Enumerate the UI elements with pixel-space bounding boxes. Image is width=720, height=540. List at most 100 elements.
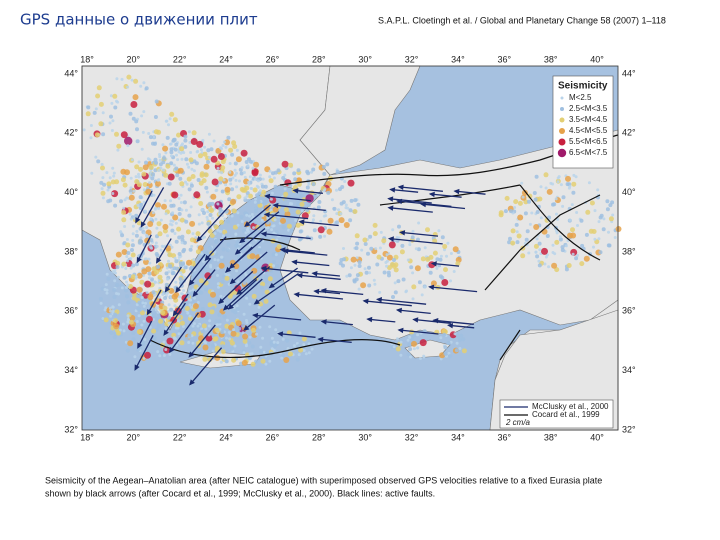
- seismic-event: [263, 184, 268, 189]
- lat-label: 36°: [64, 306, 78, 316]
- lon-label: 22°: [173, 54, 187, 64]
- seismic-event: [116, 275, 120, 279]
- lon-label: 32°: [405, 54, 419, 64]
- seismic-event: [296, 168, 301, 173]
- seismic-event: [558, 235, 562, 239]
- seismic-event: [101, 317, 105, 320]
- seismic-event: [322, 171, 327, 176]
- legend-item: 3.5<M<4.5: [569, 115, 608, 124]
- seismic-event: [154, 217, 158, 221]
- lat-label: 40°: [64, 187, 78, 197]
- seismic-event: [307, 342, 311, 346]
- seismic-event: [134, 262, 139, 267]
- arrow-head: [204, 254, 211, 262]
- seismic-event: [259, 349, 263, 354]
- seismic-event: [182, 151, 186, 155]
- seismic-event: [121, 261, 127, 267]
- seismic-event: [207, 245, 212, 250]
- arrow-head: [366, 316, 373, 323]
- seismic-event: [230, 187, 235, 192]
- seismic-event: [148, 313, 152, 317]
- seismic-event: [391, 263, 397, 269]
- seismic-event: [214, 345, 220, 351]
- seismic-event: [246, 164, 250, 168]
- legend-symbol: [560, 96, 564, 100]
- seismic-event: [364, 270, 369, 275]
- seismic-event: [311, 218, 315, 222]
- seismic-event: [250, 213, 254, 216]
- arrow-head: [453, 188, 460, 195]
- seismic-event: [395, 235, 399, 239]
- seismic-event: [224, 359, 229, 364]
- seismic-event: [196, 140, 204, 148]
- seismic-event: [199, 290, 204, 295]
- arrow-head: [189, 379, 195, 386]
- seismic-event: [169, 307, 174, 312]
- seismic-event: [375, 262, 380, 267]
- gps-arrow: [265, 195, 311, 202]
- seismic-event: [105, 291, 109, 295]
- seismic-event: [498, 212, 504, 218]
- seismic-event: [171, 271, 176, 275]
- seismic-event: [560, 245, 565, 250]
- seismic-event: [207, 302, 213, 308]
- seismic-event: [205, 334, 213, 342]
- seismic-event: [302, 343, 306, 347]
- seismic-event: [392, 345, 396, 349]
- seismic-event: [343, 180, 347, 183]
- seismic-event: [262, 199, 267, 204]
- seismic-event: [124, 288, 128, 293]
- seismic-event: [174, 326, 178, 330]
- seismic-event: [241, 323, 246, 328]
- seismic-event: [144, 160, 148, 165]
- seismic-event: [169, 154, 173, 158]
- seismic-event: [111, 192, 115, 195]
- seismic-event: [198, 278, 204, 284]
- seismic-event: [615, 226, 622, 232]
- seismic-event: [112, 93, 118, 99]
- seismic-event: [125, 238, 129, 241]
- seismic-event: [226, 219, 231, 224]
- seismic-event: [235, 240, 240, 245]
- seismic-event: [125, 294, 129, 299]
- seismic-event: [136, 286, 143, 293]
- arrow-head: [227, 303, 234, 310]
- seismic-event: [128, 319, 134, 325]
- lat-label: 44°: [622, 68, 636, 78]
- seismic-event: [165, 135, 170, 140]
- seismic-event: [592, 245, 595, 249]
- seismic-event: [207, 228, 213, 234]
- seismic-event: [126, 314, 130, 318]
- seismic-event: [224, 323, 230, 329]
- seismic-event: [220, 349, 226, 355]
- seismic-event: [101, 196, 105, 200]
- seismic-event: [170, 245, 174, 249]
- seismic-event: [220, 330, 225, 335]
- arrow-head: [244, 221, 251, 228]
- seismic-event: [567, 186, 571, 190]
- seismic-event: [189, 205, 193, 209]
- seismic-event: [147, 132, 151, 135]
- seismic-event: [281, 225, 286, 230]
- arrow-head: [229, 278, 236, 285]
- seismic-event: [244, 160, 249, 164]
- seismic-event: [153, 207, 157, 211]
- seismic-event: [335, 169, 340, 174]
- seismic-event: [228, 170, 232, 174]
- seismic-event: [570, 227, 575, 233]
- seismic-event: [283, 187, 287, 191]
- seismic-event: [274, 253, 278, 257]
- seismic-event: [339, 258, 344, 262]
- seismic-event: [134, 233, 139, 238]
- seismic-event: [232, 328, 236, 332]
- seismic-event: [225, 248, 230, 253]
- seismic-event: [183, 275, 187, 279]
- seismic-event: [326, 190, 331, 195]
- seismic-event: [210, 201, 215, 206]
- gps-arrow: [228, 278, 263, 310]
- seismic-event: [190, 291, 194, 296]
- gps-arrow: [173, 293, 189, 316]
- seismic-event: [186, 176, 192, 182]
- seismic-event: [128, 111, 133, 116]
- seismic-event: [131, 295, 137, 301]
